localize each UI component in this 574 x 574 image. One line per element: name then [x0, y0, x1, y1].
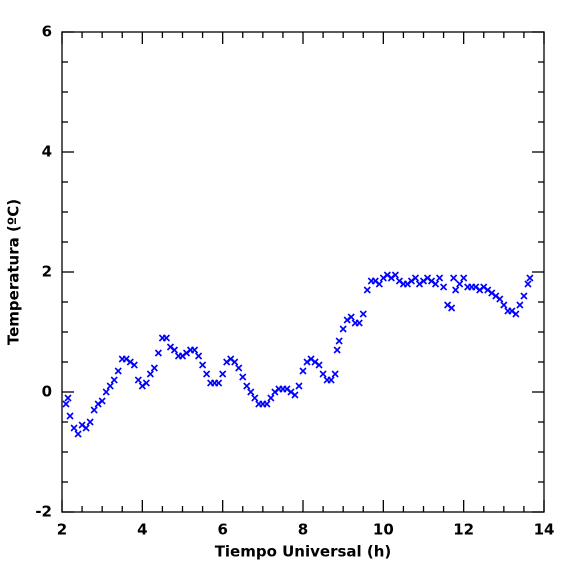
data-point — [146, 370, 154, 378]
data-point — [516, 301, 524, 309]
data-point — [456, 280, 464, 288]
data-point — [190, 346, 199, 354]
data-point — [231, 358, 239, 366]
data-point — [219, 370, 227, 378]
data-point — [130, 361, 138, 369]
data-point — [142, 379, 150, 387]
data-point — [347, 313, 355, 321]
data-point — [110, 376, 118, 384]
data-point — [391, 271, 399, 279]
data-point — [90, 406, 98, 414]
data-point — [263, 400, 271, 408]
data-point — [243, 382, 251, 390]
data-point — [431, 280, 440, 288]
data-point — [251, 394, 259, 402]
data-point — [203, 370, 211, 378]
data-point — [170, 346, 179, 354]
data-point — [448, 304, 456, 312]
y-tick-label: 6 — [42, 23, 52, 41]
data-point — [355, 319, 363, 327]
data-point — [452, 286, 460, 294]
data-point — [106, 382, 114, 390]
y-tick-label: 4 — [42, 143, 52, 161]
data-point — [291, 391, 299, 399]
data-point — [319, 370, 327, 378]
data-point — [512, 310, 520, 318]
x-tick-label: 10 — [373, 521, 394, 539]
data-point — [436, 274, 444, 282]
data-point — [114, 367, 122, 375]
data-point — [359, 310, 367, 318]
data-point — [66, 412, 74, 420]
data-point — [450, 274, 458, 282]
data-point — [62, 400, 70, 408]
data-point — [74, 430, 82, 438]
data-point — [520, 292, 528, 300]
y-tick-label: 2 — [42, 263, 52, 281]
data-point — [375, 280, 383, 288]
data-point — [460, 274, 468, 282]
data-point — [267, 394, 275, 402]
x-tick-label: 2 — [57, 521, 67, 539]
data-point — [235, 364, 243, 372]
y-axis-label: Temperatura (ºC) — [5, 199, 23, 345]
data-point — [102, 388, 110, 396]
data-point — [195, 352, 203, 360]
data-point — [299, 367, 307, 375]
x-axis-label: Tiempo Universal (h) — [215, 543, 392, 561]
data-point — [295, 382, 303, 390]
data-point — [363, 286, 371, 294]
data-point — [199, 361, 207, 369]
x-tick-label: 8 — [298, 521, 308, 539]
data-point — [339, 325, 347, 333]
data-point — [64, 394, 72, 402]
data-point — [215, 379, 223, 387]
data-point — [150, 364, 158, 372]
data-point — [411, 274, 420, 282]
data-point — [331, 370, 339, 378]
data-point — [134, 376, 142, 384]
data-point — [327, 376, 335, 384]
y-tick-label: -2 — [35, 503, 52, 521]
data-point — [333, 346, 341, 354]
data-point — [239, 373, 247, 381]
data-point — [315, 361, 323, 369]
data-point — [154, 349, 162, 357]
data-point — [247, 388, 255, 396]
x-tick-label: 4 — [137, 521, 147, 539]
data-point — [526, 274, 534, 282]
data-point — [162, 334, 170, 342]
y-tick-label: 0 — [42, 383, 52, 401]
x-tick-label: 6 — [217, 521, 227, 539]
data-point — [496, 295, 504, 303]
data-point — [98, 397, 106, 405]
data-point — [500, 301, 508, 309]
data-point — [70, 424, 78, 432]
data-point — [82, 424, 90, 432]
data-point — [440, 283, 448, 291]
x-tick-label: 14 — [534, 521, 555, 539]
data-point — [335, 337, 343, 345]
plot-frame — [61, 31, 545, 513]
x-tick-label: 12 — [453, 521, 474, 539]
data-point — [86, 418, 94, 426]
data-point — [524, 280, 532, 288]
